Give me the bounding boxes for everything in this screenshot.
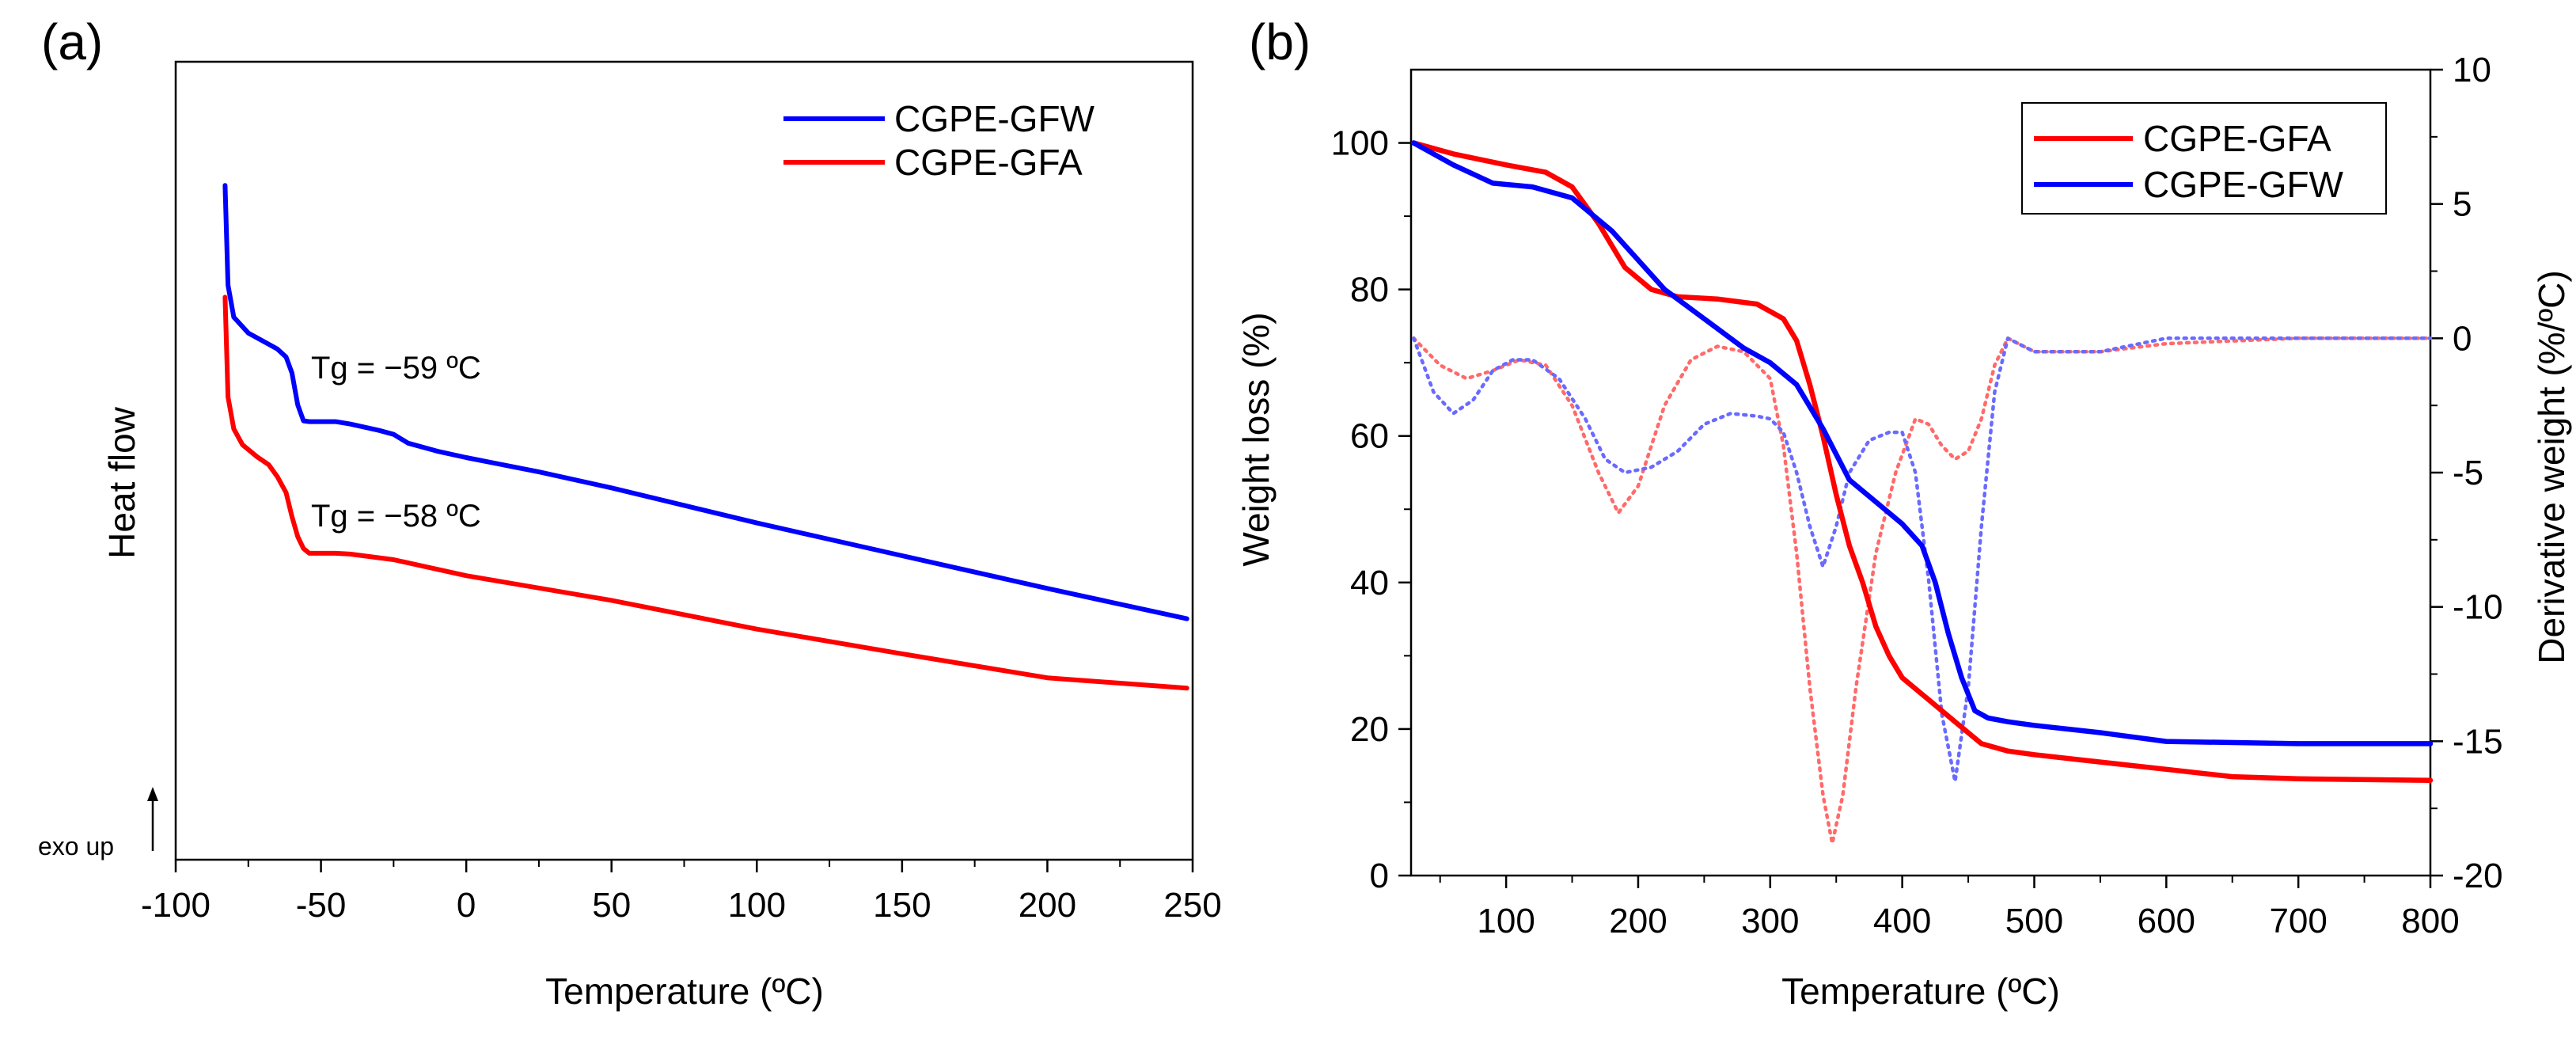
- series-line-cgpe-gfw: [222, 183, 1189, 621]
- b-y2-tick-label: 5: [2453, 185, 2472, 224]
- series-line-cgpe-gfa: [222, 294, 1189, 691]
- legend-b-box: [2021, 102, 2387, 215]
- a-x-tick-label: 250: [1163, 886, 1221, 925]
- b-y-tick-label: 80: [1350, 271, 1389, 310]
- b-y-tick-label: 60: [1350, 417, 1389, 456]
- a-x-tick-label: 50: [592, 886, 631, 925]
- tg-gfa-annotation: Tg = −58 ºC: [311, 499, 481, 534]
- b-y-tick-label: 100: [1331, 124, 1389, 163]
- panel-a-legend: CGPE-GFW CGPE-GFA: [783, 98, 1095, 183]
- legend-b-label-gfw: CGPE-GFW: [2143, 164, 2344, 205]
- panel-b-label: (b): [1249, 13, 1311, 70]
- b-y2-tick-label: 0: [2453, 319, 2472, 358]
- a-x-tick-label: 0: [457, 886, 476, 925]
- b-x-tick-label: 100: [1477, 902, 1535, 940]
- legend-a-label-gfa: CGPE-GFA: [894, 142, 1083, 183]
- panel-b-y-ticks: [1398, 142, 1411, 877]
- panel-a-x-ticks: [174, 860, 1194, 872]
- b-y2-tick-label: -20: [2453, 857, 2503, 895]
- legend-a-label-gfw: CGPE-GFW: [894, 98, 1095, 139]
- b-x-tick-label: 700: [2269, 902, 2327, 940]
- panel-a-label: (a): [41, 13, 103, 70]
- panel-b-x-axis-title: Temperature (ºC): [1781, 971, 2060, 1012]
- tg-gfw-annotation: Tg = −59 ºC: [311, 351, 481, 386]
- b-y-tick-label: 20: [1350, 710, 1389, 749]
- panel-b-y2-ticks: [2430, 68, 2443, 877]
- b-y2-tick-label: -5: [2453, 454, 2483, 492]
- panel-b: (b) 100 200 300 400 500 600 700 800 02040608010…: [1235, 13, 2572, 1012]
- exo-up-annotation: exo up: [38, 832, 114, 861]
- panel-a-x-tick-labels: -100 -50 0 50 100 150 200 250: [141, 886, 1222, 925]
- exo-up-arrow-icon: [147, 787, 158, 851]
- a-x-tick-label: 100: [728, 886, 786, 925]
- legend-b-label-gfa: CGPE-GFA: [2143, 118, 2331, 159]
- panel-b-y2-tick-labels: -20 -15 -10 -5 0 5 10: [2453, 51, 2503, 895]
- panel-a-series: [222, 183, 1189, 691]
- panel-b-y-axis-title: Weight loss (%): [1235, 312, 1277, 566]
- panel-a-y-axis-title: Heat flow: [101, 406, 142, 559]
- a-x-tick-label: -50: [296, 886, 347, 925]
- b-x-tick-label: 300: [1741, 902, 1799, 940]
- panel-b-y2-axis-title: Derivative weight (%/ºC): [2531, 270, 2572, 663]
- panel-b-x-tick-labels: 100 200 300 400 500 600 700 800: [1477, 902, 2459, 940]
- panel-a-x-axis-title: Temperature (ºC): [545, 971, 824, 1012]
- a-x-tick-label: -100: [141, 886, 211, 925]
- series-line-cgpe-gfa-dtg: [1412, 336, 2433, 845]
- a-x-tick-label: 200: [1019, 886, 1076, 925]
- panel-b-y-tick-labels: 0 20 40 60 80 100: [1331, 124, 1389, 895]
- b-y2-tick-label: -10: [2453, 588, 2503, 627]
- b-y2-tick-label: -15: [2453, 722, 2503, 761]
- b-y-tick-label: 0: [1370, 857, 1389, 895]
- b-x-tick-label: 400: [1873, 902, 1931, 940]
- a-x-tick-label: 150: [873, 886, 931, 925]
- panel-a: (a) -100 -50 0 50 100 150 200 250 Temperature (…: [38, 13, 1222, 1012]
- panel-b-legend: CGPE-GFA CGPE-GFW: [2021, 102, 2387, 215]
- panel-b-series: [1411, 140, 2434, 845]
- panel-b-x-ticks: [1439, 876, 2432, 888]
- series-line-cgpe-gfw-dtg: [1412, 336, 2433, 784]
- b-x-tick-label: 200: [1609, 902, 1667, 940]
- series-line-cgpe-gfw: [1411, 140, 2434, 747]
- b-x-tick-label: 800: [2401, 902, 2459, 940]
- b-x-tick-label: 500: [2005, 902, 2063, 940]
- b-y2-tick-label: 10: [2453, 51, 2491, 89]
- b-y-tick-label: 40: [1350, 564, 1389, 602]
- b-x-tick-label: 600: [2138, 902, 2195, 940]
- series-line-cgpe-gfa: [1411, 140, 2434, 783]
